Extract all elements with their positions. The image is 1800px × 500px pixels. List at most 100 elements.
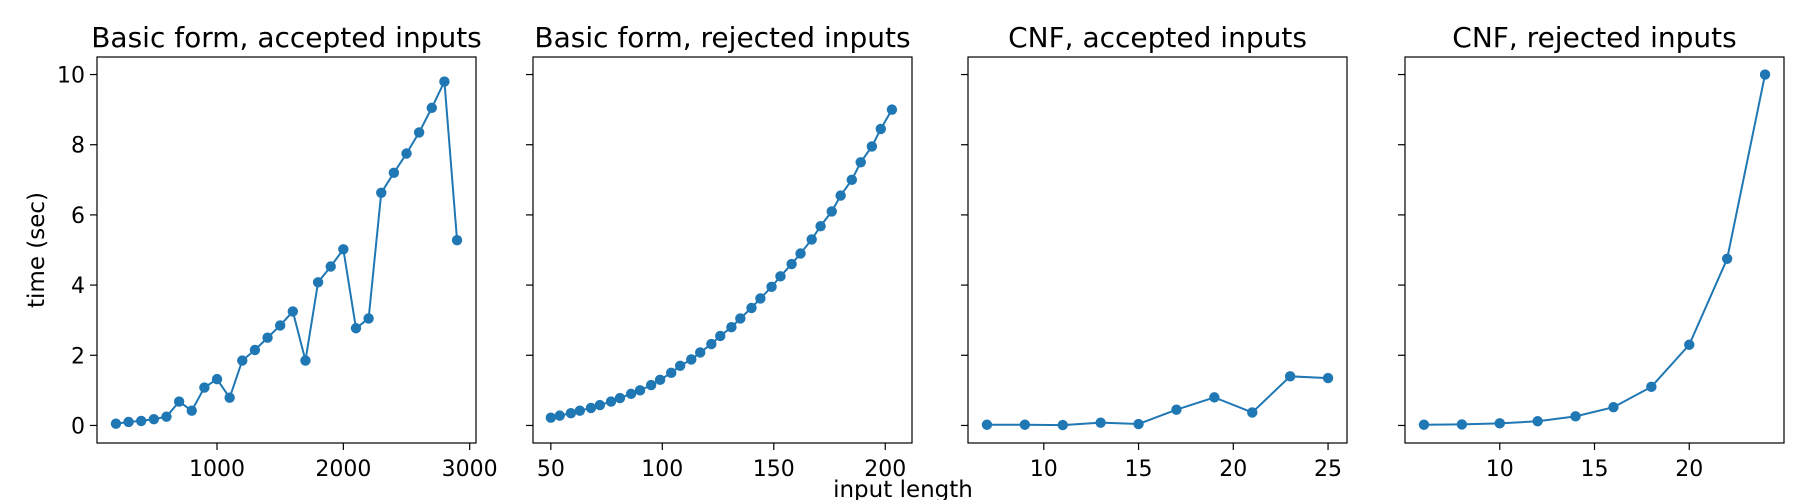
data-point — [376, 187, 387, 199]
data-point — [554, 410, 565, 421]
x-tick-label: 10 — [1030, 457, 1058, 482]
data-point — [846, 174, 858, 186]
data-point — [1019, 419, 1031, 430]
data-point — [173, 396, 185, 407]
data-point — [1494, 418, 1505, 429]
plot-frame — [1404, 56, 1785, 444]
panel-1: Basic form, accepted inputs 0 2 4 6 8 10 1000 20… — [57, 21, 498, 482]
data-point — [585, 402, 597, 414]
panel-3: CNF, accepted inputs 10 15 20 25 — [961, 21, 1348, 482]
data-point — [325, 261, 336, 272]
panel-title: CNF, accepted inputs — [1008, 21, 1307, 54]
data-point — [786, 258, 797, 270]
data-point — [1284, 371, 1296, 382]
data-point — [775, 271, 786, 282]
data-point — [666, 367, 677, 379]
data-point — [674, 360, 686, 371]
data-point — [1646, 381, 1657, 393]
data-point — [1418, 419, 1430, 430]
y-tick-label: 6 — [71, 204, 85, 229]
data-point — [726, 322, 737, 333]
series-line — [550, 109, 893, 419]
x-tick-label: 1000 — [189, 457, 245, 482]
data-point — [426, 102, 437, 114]
data-point — [350, 323, 362, 334]
data-point — [614, 392, 626, 404]
y-tick-label: 4 — [71, 274, 85, 299]
x-tick-label: 100 — [641, 457, 683, 482]
series-line — [986, 375, 1329, 427]
data-point — [110, 418, 122, 429]
x-tick-label: 2000 — [315, 457, 371, 482]
data-point — [695, 347, 706, 358]
data-point — [766, 281, 777, 293]
data-point — [654, 374, 666, 386]
data-point — [826, 206, 837, 217]
data-point — [249, 344, 261, 356]
data-point — [1247, 407, 1258, 418]
x-axis-label: input length — [833, 477, 973, 500]
data-point — [439, 76, 450, 87]
x-tick-label: 15 — [1581, 457, 1609, 482]
data-point — [274, 320, 286, 331]
y-axis-label: time (sec) — [24, 192, 50, 308]
data-point — [363, 313, 374, 324]
data-point — [237, 355, 248, 366]
data-point — [875, 123, 886, 135]
data-point — [855, 157, 866, 168]
data-point — [795, 248, 806, 259]
data-point — [1456, 419, 1468, 430]
data-point — [835, 190, 846, 201]
panel-title: Basic form, rejected inputs — [534, 21, 910, 54]
x-tick-label: 15 — [1125, 457, 1153, 482]
data-point — [886, 104, 898, 115]
data-point — [136, 415, 147, 427]
plot-frame — [96, 56, 477, 444]
data-point — [735, 313, 746, 324]
data-point — [338, 244, 349, 255]
data-point — [746, 302, 757, 314]
data-point — [1322, 372, 1334, 384]
data-point — [300, 355, 311, 366]
x-tick-label: 25 — [1314, 457, 1342, 482]
data-point — [1095, 417, 1106, 428]
x-tick-label: 150 — [753, 457, 795, 482]
data-point — [1608, 402, 1619, 413]
y-tick-label: 10 — [57, 64, 85, 89]
panel-2: Basic form, rejected inputs 50 100 150 200 — [526, 21, 913, 482]
data-point — [148, 413, 160, 425]
x-tick-label: 10 — [1486, 457, 1514, 482]
data-point — [565, 407, 577, 419]
data-point — [755, 293, 766, 304]
data-point — [706, 338, 717, 350]
data-point — [224, 392, 235, 403]
x-tick-label: 200 — [864, 457, 906, 482]
data-point — [625, 388, 637, 400]
data-point — [1721, 253, 1733, 264]
data-point — [1684, 339, 1695, 350]
data-point — [413, 127, 425, 138]
data-point — [287, 306, 299, 317]
panel-4: CNF, rejected inputs 10 15 20 — [1398, 21, 1785, 482]
series-line — [1423, 74, 1767, 426]
data-point — [545, 412, 557, 423]
data-point — [1759, 69, 1771, 80]
data-point — [806, 234, 817, 245]
data-point — [866, 141, 878, 152]
data-point — [1057, 419, 1068, 431]
x-tick-label: 20 — [1675, 457, 1703, 482]
x-tick-label: 20 — [1219, 457, 1247, 482]
data-point — [211, 373, 223, 385]
data-point — [262, 332, 273, 343]
data-point — [1133, 418, 1144, 430]
y-tick-label: 8 — [71, 134, 85, 159]
data-point — [574, 405, 586, 416]
data-point — [605, 396, 617, 407]
data-point — [1171, 404, 1182, 415]
data-point — [388, 167, 400, 178]
data-point — [594, 399, 606, 411]
plot-frame — [532, 56, 913, 444]
x-tick-label: 50 — [537, 457, 565, 482]
data-point — [186, 405, 197, 416]
